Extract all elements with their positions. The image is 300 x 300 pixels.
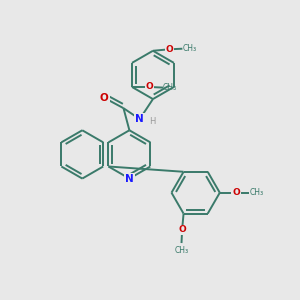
Text: CH₃: CH₃ (163, 83, 177, 92)
Text: O: O (178, 225, 186, 234)
Text: CH₃: CH₃ (182, 44, 197, 53)
Text: O: O (146, 82, 154, 91)
Text: H: H (149, 117, 155, 126)
Text: N: N (125, 174, 134, 184)
Text: O: O (232, 188, 240, 197)
Text: O: O (100, 93, 109, 103)
Text: CH₃: CH₃ (174, 246, 189, 255)
Text: O: O (165, 45, 173, 54)
Text: N: N (135, 114, 144, 124)
Text: CH₃: CH₃ (249, 188, 263, 197)
